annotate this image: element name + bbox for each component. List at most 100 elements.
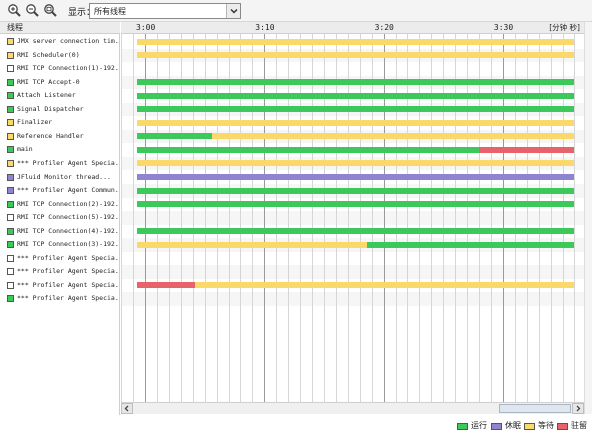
thread-state-icon	[7, 92, 14, 100]
gridline	[395, 34, 397, 402]
thread-row[interactable]: main	[0, 143, 120, 157]
thread-row[interactable]: JFluid Monitor thread...	[0, 171, 120, 185]
gridline	[443, 34, 445, 402]
thread-row[interactable]: *** Profiler Agent Specia...	[0, 279, 120, 293]
thread-row[interactable]: RMI TCP Accept-0	[0, 76, 120, 90]
thread-state-icon	[7, 159, 14, 167]
thread-row[interactable]: *** Profiler Agent Specia...	[0, 292, 120, 306]
thread-state-bar-running	[136, 228, 574, 235]
horizontal-scrollbar[interactable]	[121, 402, 584, 414]
gridline	[407, 34, 409, 402]
thread-row[interactable]: RMI TCP Connection(4)-192...	[0, 225, 120, 239]
gridline	[526, 34, 528, 402]
thread-name: Reference Handler	[17, 131, 84, 140]
thread-state-bar-running	[136, 201, 574, 208]
legend-swatch	[524, 423, 535, 430]
thread-row[interactable]: *** Profiler Agent Specia...	[0, 157, 120, 171]
thread-name: RMI TCP Connection(5)-192...	[17, 213, 119, 222]
thread-name: *** Profiler Agent Specia...	[17, 280, 119, 289]
zoom-fit-button[interactable]	[43, 3, 58, 18]
chevron-down-icon[interactable]	[226, 4, 240, 18]
thread-state-icon	[7, 119, 14, 127]
display-label: 显示：	[68, 8, 96, 18]
thread-state-icon	[7, 254, 14, 262]
thread-state-bar-waiting	[136, 241, 367, 248]
thread-state-icon	[7, 268, 14, 276]
gridline	[323, 34, 325, 402]
gridline	[467, 34, 469, 402]
legend-label: 休眠	[505, 421, 521, 430]
thread-name: *** Profiler Agent Specia...	[17, 158, 119, 167]
thread-name: Signal Dispatcher	[17, 104, 84, 113]
vertical-scrollbar-track[interactable]	[584, 22, 592, 414]
scroll-thumb[interactable]	[499, 404, 571, 413]
thread-name: *** Profiler Agent Specia...	[17, 294, 119, 303]
gridline	[514, 34, 516, 402]
gridline	[419, 34, 421, 402]
legend-swatch	[457, 423, 468, 430]
thread-state-icon	[7, 214, 14, 222]
thread-row[interactable]: Attach Listener	[0, 89, 120, 103]
thread-row[interactable]: RMI TCP Connection(5)-192...	[0, 211, 120, 225]
gridline	[371, 34, 373, 402]
thread-state-icon	[7, 241, 14, 249]
time-tick-label: 3:00	[136, 23, 156, 32]
thread-name: JMX server connection tim...	[17, 37, 119, 45]
legend-label: 运行	[471, 421, 487, 430]
thread-row[interactable]: RMI Scheduler(0)	[0, 49, 120, 63]
thread-state-bar-monitor	[479, 146, 574, 153]
thread-state-icon	[7, 295, 14, 303]
gridline	[192, 34, 194, 402]
legend: 运行 休眠 等待 驻留	[0, 415, 592, 437]
thread-state-bar-waiting	[211, 133, 574, 140]
thread-state-bar-running	[136, 92, 574, 99]
gridline	[240, 34, 242, 402]
thread-row[interactable]: RMI TCP Connection(2)-192...	[0, 198, 120, 212]
thread-name: RMI TCP Connection(1)-192...	[17, 64, 119, 73]
thread-name: *** Profiler Agent Specia...	[17, 267, 119, 276]
zoom-out-button[interactable]	[25, 3, 40, 18]
time-tick-label: 3:30	[493, 23, 514, 32]
thread-state-icon	[7, 105, 14, 113]
chevron-left-icon	[124, 405, 129, 412]
time-tick-label: 3:20	[374, 23, 394, 32]
thread-row[interactable]: Finalizer	[0, 116, 120, 130]
thread-row[interactable]: JMX server connection tim...	[0, 35, 120, 49]
thread-row[interactable]: Reference Handler	[0, 130, 120, 144]
display-select[interactable]: 所有线程	[89, 3, 241, 19]
gridline	[300, 34, 302, 402]
thread-row[interactable]: RMI TCP Connection(1)-192...	[0, 62, 120, 76]
thread-row[interactable]: RMI TCP Connection(3)-192...	[0, 238, 120, 252]
toolbar: 显示： 所有线程	[0, 0, 592, 22]
gridline	[431, 34, 433, 402]
thread-state-bar-waiting	[136, 119, 574, 126]
gridline	[145, 34, 146, 402]
thread-row[interactable]: *** Profiler Agent Specia...	[0, 252, 120, 266]
thread-state-icon	[7, 281, 14, 289]
zoom-in-button[interactable]	[7, 3, 22, 18]
time-unit-label: [分钟 秒]	[549, 23, 580, 32]
thread-state-icon	[7, 132, 14, 140]
scroll-left-button[interactable]	[121, 403, 133, 414]
gridline	[538, 34, 540, 402]
thread-state-bar-running	[136, 79, 574, 86]
thread-name: Attach Listener	[17, 91, 76, 100]
gridline	[479, 34, 481, 402]
gridline	[156, 34, 158, 402]
thread-row[interactable]: *** Profiler Agent Commun...	[0, 184, 120, 198]
gridline	[204, 34, 206, 402]
thread-name: Finalizer	[17, 118, 53, 127]
timeline-panel: 3:00 3:10 3:20 3:30 [分钟 秒]	[121, 22, 584, 402]
thread-row[interactable]: *** Profiler Agent Specia...	[0, 265, 120, 279]
timeline-row	[121, 265, 584, 279]
gridline	[359, 34, 361, 402]
display-select-value: 所有线程	[94, 7, 126, 16]
thread-row[interactable]: Signal Dispatcher	[0, 103, 120, 117]
thread-name: JFluid Monitor thread...	[17, 172, 111, 181]
thread-state-bar-running	[136, 106, 574, 113]
thread-state-icon	[7, 173, 14, 181]
scroll-right-button[interactable]	[572, 403, 584, 414]
thread-state-bar-monitor	[136, 282, 196, 289]
gridline	[133, 34, 135, 402]
gridline	[168, 34, 170, 402]
